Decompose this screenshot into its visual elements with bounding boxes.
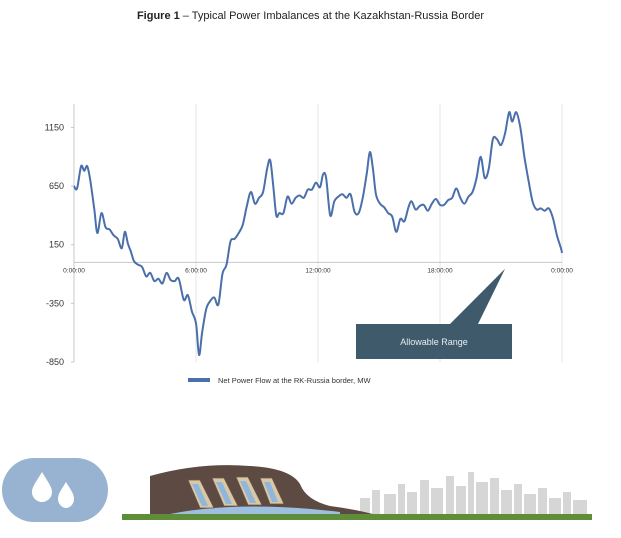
legend-swatch-0 xyxy=(188,378,210,382)
footer-illustration xyxy=(2,458,592,522)
y-tick-label-2: 150 xyxy=(49,240,64,250)
water-drops-icon xyxy=(2,458,108,522)
y-tick-labels: 1150 650 150 -350 -850 xyxy=(45,122,64,367)
allowable-range-callout: Allowable Range xyxy=(356,268,512,359)
x-tick-label-2: 12:00:00 xyxy=(305,267,331,274)
x-tick-labels: 0:00:00 6:00:00 12:00:00 18:00:00 0:00:00 xyxy=(63,267,573,274)
ground-strip xyxy=(122,514,592,520)
chart-series xyxy=(73,111,563,356)
figure-label: Figure 1 xyxy=(136,10,180,22)
y-tick-label-0: 1150 xyxy=(45,122,64,132)
hydro-dam-illustration xyxy=(150,465,380,516)
figure-title: Figure 1 – Typical Power Imbalances at t… xyxy=(0,10,621,22)
chart-axes xyxy=(71,104,562,363)
chart-legend: Net Power Flow at the RK-Russia border, … xyxy=(188,376,371,385)
legend-label-0: Net Power Flow at the RK-Russia border, … xyxy=(218,376,371,385)
y-tick-label-4: -850 xyxy=(46,357,64,367)
chart-grid xyxy=(73,104,563,362)
power-imbalance-chart: 1150 650 150 -350 -850 0:00:00 6:00:00 12:00:0… xyxy=(45,104,573,385)
x-tick-label-0: 0:00:00 xyxy=(63,267,85,274)
city-skyline-illustration xyxy=(360,472,587,518)
x-tick-label-1: 6:00:00 xyxy=(185,267,207,274)
callout-text-0: Allowable Range xyxy=(400,337,468,347)
series-line-0 xyxy=(73,111,563,356)
x-tick-label-3: 18:00:00 xyxy=(427,267,453,274)
figure-title-text: Typical Power Imbalances at the Kazakhst… xyxy=(191,10,485,22)
x-tick-label-4: 0:00:00 xyxy=(551,267,573,274)
y-tick-label-1: 650 xyxy=(49,181,64,191)
figure-separator: – xyxy=(179,10,192,22)
callout-box-0 xyxy=(356,268,512,359)
y-tick-label-3: -350 xyxy=(46,298,64,308)
